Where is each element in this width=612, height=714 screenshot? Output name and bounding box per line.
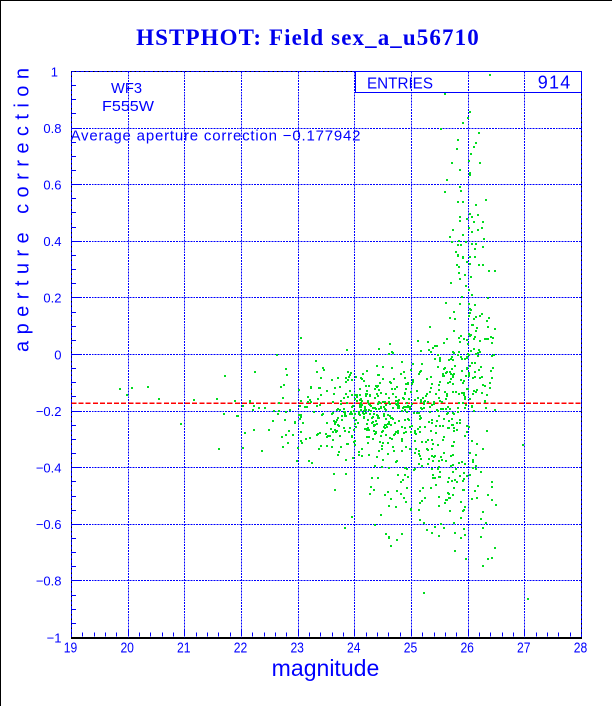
- svg-text:20: 20: [120, 640, 134, 656]
- svg-text:0.8: 0.8: [43, 121, 61, 136]
- svg-text:−1: −1: [47, 630, 62, 645]
- svg-text:−0.4: −0.4: [36, 461, 62, 476]
- svg-text:0.6: 0.6: [43, 178, 61, 193]
- svg-text:1: 1: [51, 64, 58, 79]
- svg-text:23: 23: [290, 640, 304, 656]
- svg-text:19: 19: [64, 640, 78, 656]
- svg-text:24: 24: [347, 640, 361, 656]
- svg-text:Average aperture correction −0: Average aperture correction −0.177942: [71, 128, 361, 145]
- svg-text:0.4: 0.4: [43, 234, 61, 249]
- svg-text:26: 26: [460, 640, 474, 656]
- svg-text:914: 914: [538, 73, 571, 93]
- svg-text:21: 21: [177, 640, 191, 656]
- svg-text:−0.2: −0.2: [36, 404, 62, 419]
- svg-text:0.2: 0.2: [43, 291, 61, 306]
- svg-text:25: 25: [404, 640, 418, 656]
- svg-text:magnitude: magnitude: [272, 655, 380, 681]
- svg-text:22: 22: [234, 640, 248, 656]
- svg-text:27: 27: [517, 640, 531, 656]
- svg-text:HSTPHOT: Field sex_a_u56710: HSTPHOT: Field sex_a_u56710: [136, 25, 480, 50]
- svg-text:−0.8: −0.8: [36, 574, 62, 589]
- svg-text:F555W: F555W: [102, 98, 155, 115]
- svg-text:WF3: WF3: [111, 80, 142, 97]
- svg-text:28: 28: [574, 640, 588, 656]
- svg-text:ENTRIES: ENTRIES: [367, 76, 433, 93]
- svg-text:0: 0: [54, 347, 61, 362]
- svg-text:−0.6: −0.6: [36, 517, 62, 532]
